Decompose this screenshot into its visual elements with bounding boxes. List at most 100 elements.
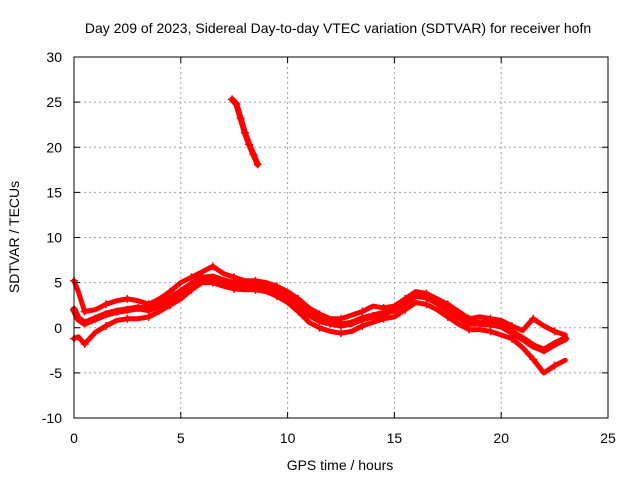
data-point: [358, 314, 367, 323]
y-tick-label: 0: [54, 320, 62, 336]
data-point: [112, 307, 121, 316]
data-point: [379, 303, 388, 312]
x-tick-labels: 0 5 10 15 20 25: [70, 430, 616, 446]
data-point: [123, 294, 132, 303]
data-point: [347, 319, 356, 328]
data-point: [144, 300, 153, 309]
data-point: [422, 289, 431, 298]
data-point: [529, 314, 538, 323]
x-tick-label: 20: [493, 430, 509, 446]
data-point: [422, 300, 431, 309]
data-point: [401, 305, 410, 314]
data-point: [166, 287, 175, 296]
chart-title: Day 209 of 2023, Sidereal Day-to-day VTE…: [85, 20, 591, 36]
data-point: [507, 321, 516, 330]
series-lower: [70, 278, 568, 376]
data-point: [486, 314, 495, 323]
data-point: [550, 361, 559, 370]
data-point: [337, 329, 345, 338]
data-point: [102, 300, 111, 309]
data-point: [272, 282, 281, 291]
y-tick-label: -5: [50, 365, 63, 381]
data-point: [253, 160, 262, 169]
data-point: [315, 310, 324, 319]
data-point: [550, 339, 559, 348]
y-tick-label: 10: [46, 230, 62, 246]
data-point: [486, 327, 495, 336]
x-tick-label: 5: [177, 430, 185, 446]
data-point: [379, 314, 388, 323]
data-point: [507, 334, 516, 343]
data-point: [443, 300, 452, 309]
data-point: [232, 99, 241, 108]
data-point: [240, 128, 249, 137]
data-point: [219, 276, 228, 285]
grid: [74, 57, 608, 418]
data-point: [529, 355, 538, 364]
y-tick-label: -10: [42, 410, 62, 426]
x-tick-label: 15: [387, 430, 403, 446]
x-tick-label: 10: [280, 430, 296, 446]
data-point: [102, 321, 111, 330]
data-point: [251, 276, 260, 285]
data-point: [539, 346, 548, 355]
data-point: [337, 314, 345, 323]
data-point: [465, 314, 474, 323]
x-axis-label: GPS time / hours: [287, 457, 394, 473]
data-point: [91, 314, 100, 323]
data-point: [249, 150, 258, 159]
data-point: [187, 273, 196, 282]
data-point: [294, 294, 303, 303]
data-point: [155, 301, 164, 310]
data-point: [166, 301, 175, 310]
data-point: [123, 314, 132, 323]
data-point: [134, 303, 143, 312]
ticks: [73, 56, 609, 419]
data-point: [80, 339, 89, 348]
y-tick-label: 30: [46, 49, 62, 65]
data-point: [315, 323, 324, 332]
data-point: [236, 114, 245, 123]
data-point: [272, 292, 281, 301]
series-upper: [70, 262, 568, 338]
data-point: [518, 334, 527, 343]
data-point: [358, 307, 367, 316]
data-point: [304, 310, 313, 319]
y-tick-labels: -10 -5 0 5 10 15 20 25 30: [42, 49, 62, 426]
data-point: [529, 341, 538, 350]
data-point: [208, 262, 217, 271]
data-point: [187, 285, 196, 294]
data-point: [176, 287, 185, 296]
data-point: [230, 284, 239, 293]
data-point: [228, 95, 237, 104]
y-tick-label: 5: [54, 275, 62, 291]
data-point: [80, 307, 89, 316]
data-point: [74, 314, 83, 323]
data-point: [358, 321, 367, 330]
y-tick-label: 15: [46, 184, 62, 200]
y-axis-label: SDTVAR / TECUs: [6, 181, 22, 293]
data-point: [123, 305, 132, 314]
data-point: [251, 285, 260, 294]
data-point: [80, 319, 89, 328]
data-point: [443, 312, 452, 321]
series-main: [70, 273, 570, 355]
x-tick-label: 0: [70, 430, 78, 446]
data-point: [465, 325, 474, 334]
data-point: [208, 278, 217, 287]
data-point: [475, 319, 484, 328]
series-isolated-arc: [228, 95, 262, 169]
data-point: [550, 327, 559, 336]
y-tick-label: 25: [46, 94, 62, 110]
data-point: [369, 312, 378, 321]
data-series: [70, 95, 570, 376]
data-point: [245, 140, 254, 149]
data-point: [230, 273, 239, 282]
y-tick-label: 20: [46, 139, 62, 155]
x-tick-label: 25: [600, 430, 616, 446]
data-point: [144, 312, 153, 321]
data-point: [294, 307, 303, 316]
data-point: [102, 310, 111, 319]
data-point: [401, 294, 410, 303]
